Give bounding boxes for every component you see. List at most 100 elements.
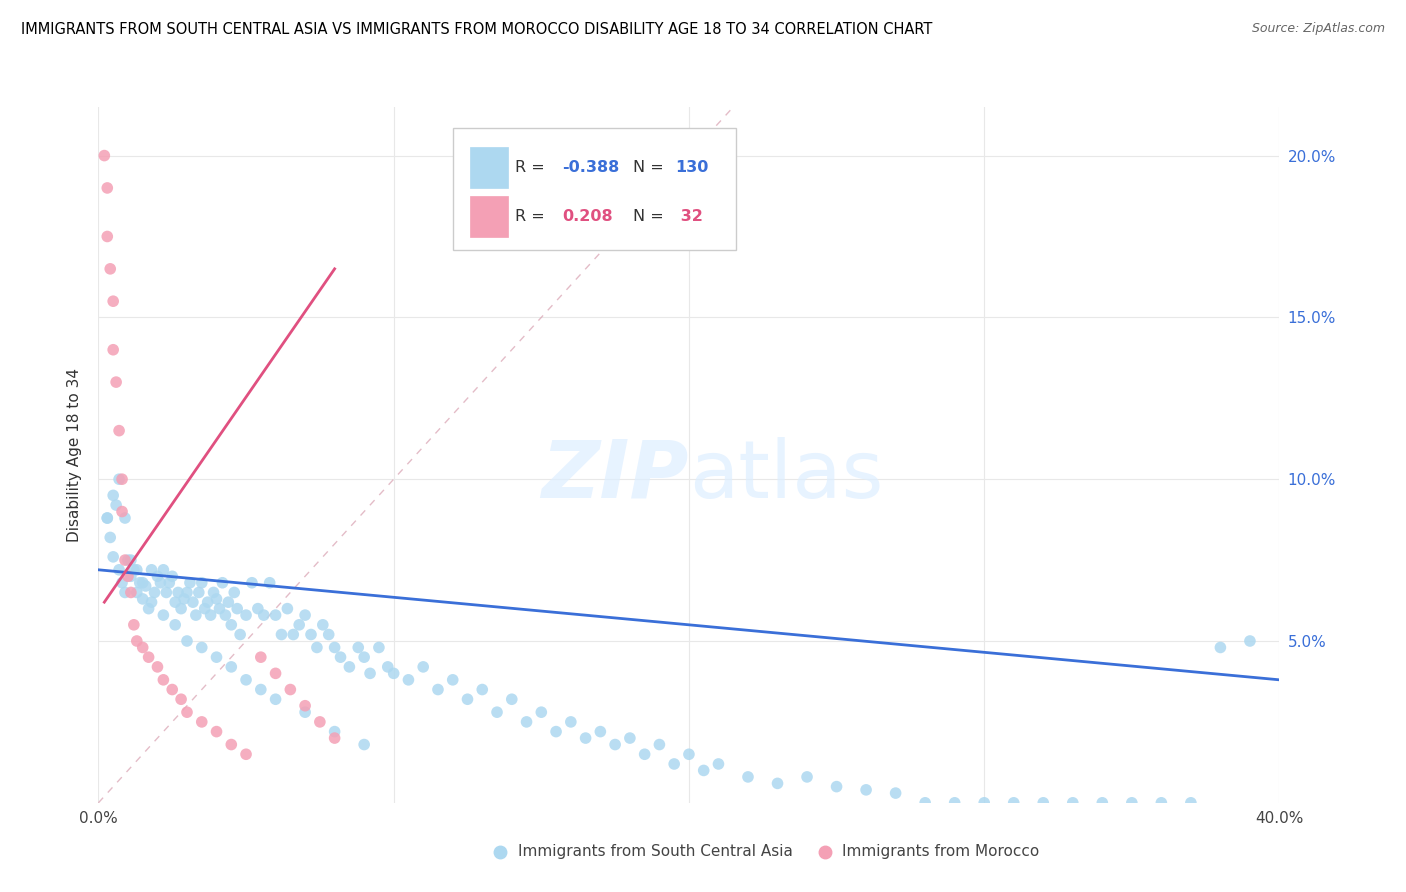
- Point: [205, 650, 228, 665]
- Point: [943, 796, 966, 810]
- Point: [197, 595, 219, 609]
- Text: 0.208: 0.208: [562, 209, 613, 224]
- Point: [191, 714, 214, 729]
- Point: [353, 738, 375, 752]
- Point: [114, 585, 136, 599]
- Point: [157, 575, 180, 590]
- Point: [560, 714, 582, 729]
- Point: [117, 553, 139, 567]
- Point: [162, 682, 183, 697]
- Point: [114, 511, 136, 525]
- Point: [229, 627, 252, 641]
- Point: [312, 617, 335, 632]
- Point: [796, 770, 818, 784]
- Point: [96, 229, 118, 244]
- Point: [382, 666, 405, 681]
- Point: [214, 608, 236, 623]
- Text: atlas: atlas: [689, 437, 883, 515]
- Point: [146, 660, 169, 674]
- Point: [96, 181, 118, 195]
- Text: R =: R =: [516, 160, 550, 175]
- Point: [305, 640, 328, 655]
- Point: [270, 627, 292, 641]
- Point: [914, 796, 936, 810]
- Point: [152, 563, 174, 577]
- Point: [181, 595, 204, 609]
- Point: [120, 553, 142, 567]
- Point: [575, 731, 598, 745]
- Point: [191, 640, 214, 655]
- Point: [353, 650, 375, 665]
- Point: [253, 608, 276, 623]
- Point: [246, 601, 269, 615]
- Point: [141, 595, 163, 609]
- Text: Immigrants from South Central Asia: Immigrants from South Central Asia: [517, 844, 793, 859]
- Point: [619, 731, 641, 745]
- Point: [122, 617, 145, 632]
- Point: [125, 563, 148, 577]
- Point: [170, 692, 193, 706]
- Point: [132, 591, 155, 606]
- Point: [1150, 796, 1173, 810]
- Point: [152, 673, 174, 687]
- Point: [108, 472, 131, 486]
- Point: [165, 595, 187, 609]
- Point: [235, 608, 257, 623]
- Point: [634, 747, 657, 762]
- Point: [501, 692, 523, 706]
- Point: [1239, 634, 1261, 648]
- Point: [294, 698, 316, 713]
- Point: [120, 569, 142, 583]
- Point: [398, 673, 420, 687]
- Point: [323, 731, 346, 745]
- Point: [516, 714, 538, 729]
- Point: [486, 705, 509, 719]
- Text: Source: ZipAtlas.com: Source: ZipAtlas.com: [1251, 22, 1385, 36]
- Point: [250, 682, 273, 697]
- Point: [170, 601, 193, 615]
- Point: [211, 575, 233, 590]
- Text: ZIP: ZIP: [541, 437, 689, 515]
- Point: [96, 511, 118, 525]
- Point: [176, 585, 198, 599]
- Point: [1180, 796, 1202, 810]
- Point: [299, 627, 322, 641]
- Point: [96, 511, 118, 525]
- Point: [128, 575, 150, 590]
- Point: [184, 608, 207, 623]
- Point: [205, 591, 228, 606]
- Point: [132, 575, 155, 590]
- Point: [359, 666, 381, 681]
- Point: [264, 608, 287, 623]
- FancyBboxPatch shape: [471, 196, 508, 237]
- Point: [187, 585, 209, 599]
- Point: [309, 714, 332, 729]
- Point: [1121, 796, 1143, 810]
- Point: [205, 724, 228, 739]
- Point: [264, 692, 287, 706]
- Point: [208, 601, 231, 615]
- Point: [98, 531, 121, 545]
- Point: [125, 634, 148, 648]
- Point: [103, 294, 125, 309]
- Point: [766, 776, 789, 790]
- Text: 32: 32: [675, 209, 703, 224]
- FancyBboxPatch shape: [453, 128, 737, 250]
- Point: [162, 569, 183, 583]
- Point: [323, 640, 346, 655]
- Text: N =: N =: [634, 209, 669, 224]
- Point: [221, 660, 243, 674]
- Point: [235, 673, 257, 687]
- Text: -0.388: -0.388: [562, 160, 620, 175]
- Point: [152, 608, 174, 623]
- Text: N =: N =: [634, 160, 669, 175]
- Point: [368, 640, 391, 655]
- FancyBboxPatch shape: [471, 147, 508, 188]
- Point: [221, 617, 243, 632]
- Point: [132, 640, 155, 655]
- Point: [264, 666, 287, 681]
- Point: [678, 747, 700, 762]
- Point: [149, 575, 172, 590]
- Point: [855, 782, 877, 797]
- Point: [165, 617, 187, 632]
